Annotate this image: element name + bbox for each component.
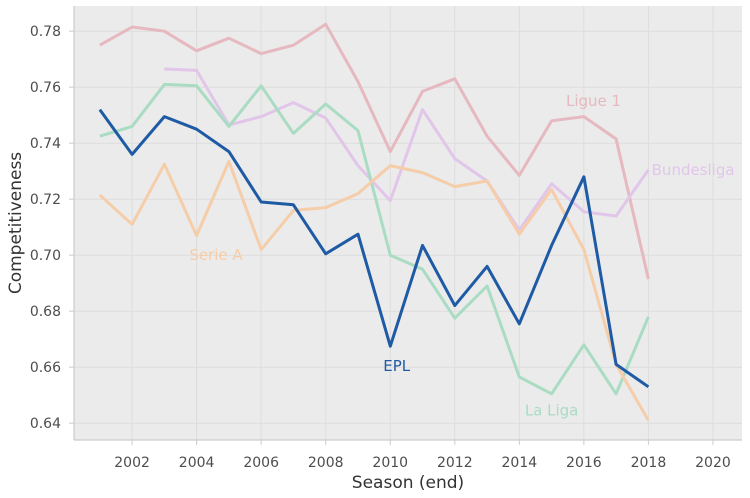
y-tick-label: 0.78 bbox=[30, 24, 61, 40]
series-label-serie-a: Serie A bbox=[189, 246, 243, 264]
x-tick-label: 2004 bbox=[179, 455, 215, 471]
series-line-ligue-1 bbox=[99, 22, 650, 280]
y-tick-label: 0.72 bbox=[30, 192, 61, 208]
plot-background bbox=[74, 6, 742, 440]
series-line-epl bbox=[98, 108, 650, 389]
y-tick-label: 0.70 bbox=[30, 248, 61, 264]
y-tick-label: 0.68 bbox=[30, 304, 61, 320]
x-tick-label: 2018 bbox=[631, 455, 667, 471]
y-tick-label: 0.64 bbox=[30, 416, 61, 432]
y-tick-label: 0.74 bbox=[30, 136, 61, 152]
axes: 2002 2004 2006 2008 2010 2012 2014 2016 2018 2020… bbox=[30, 6, 742, 471]
series-label-ligue-1: Ligue 1 bbox=[566, 92, 621, 110]
series-label-bundesliga: Bundesliga bbox=[652, 161, 735, 179]
y-tick-label: 0.66 bbox=[30, 360, 61, 376]
x-axis-title: Season (end) bbox=[352, 473, 464, 493]
series-label-la-liga: La Liga bbox=[525, 402, 579, 420]
series-line-serie-a bbox=[98, 159, 650, 422]
series-line-bundesliga bbox=[164, 67, 650, 232]
x-tick-label: 2014 bbox=[502, 455, 538, 471]
x-tick-label: 2002 bbox=[114, 455, 150, 471]
series-label-epl: EPL bbox=[383, 357, 411, 375]
x-tick-label: 2008 bbox=[308, 455, 344, 471]
x-tick-label: 2012 bbox=[437, 455, 473, 471]
x-tick-label: 2020 bbox=[695, 455, 731, 471]
x-tick-label: 2006 bbox=[243, 455, 279, 471]
series-lines bbox=[98, 22, 650, 422]
y-tick-label: 0.76 bbox=[30, 80, 61, 96]
x-tick-label: 2010 bbox=[372, 455, 408, 471]
series-labels: Ligue 1 Bundesliga La Liga Serie A EPL bbox=[189, 92, 734, 419]
x-tick-label: 2016 bbox=[566, 455, 602, 471]
y-axis-title: Competitiveness bbox=[6, 152, 26, 294]
series-line-la-liga bbox=[99, 82, 650, 396]
